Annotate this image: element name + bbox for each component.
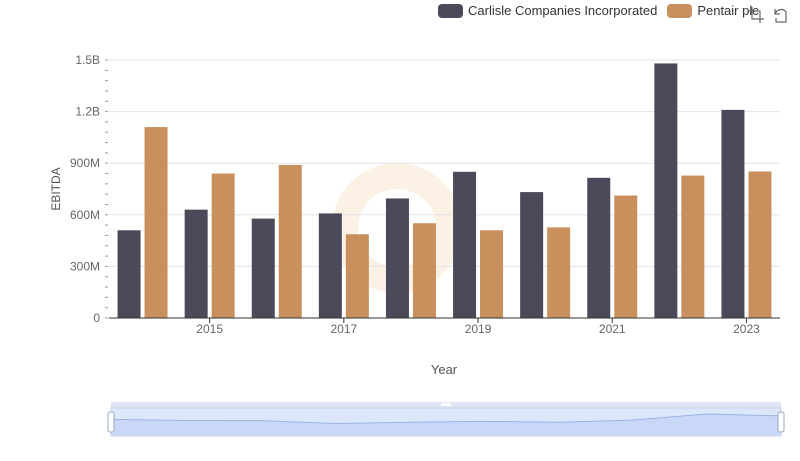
bar-carlisle-2018[interactable] — [385, 198, 409, 318]
chart-toolbox — [747, 6, 795, 24]
y-tick-label: 300M — [70, 259, 100, 273]
legend-swatch-pentair — [667, 3, 693, 18]
y-tick-label: 1.2B — [75, 105, 100, 119]
y-tick-label: 1.5B — [75, 53, 100, 67]
bar-carlisle-2014[interactable] — [117, 230, 141, 318]
bar-pentair-2018[interactable] — [412, 223, 436, 318]
bar-pentair-2023[interactable] — [748, 171, 772, 318]
bar-pentair-2020[interactable] — [547, 227, 571, 318]
x-tick-label: 2023 — [733, 322, 760, 336]
zoom-grip[interactable] — [441, 403, 451, 406]
data-zoom-slider[interactable] — [107, 402, 785, 437]
x-tick-label: 2019 — [465, 322, 492, 336]
bar-carlisle-2022[interactable] — [654, 63, 678, 318]
bar-carlisle-2015[interactable] — [184, 209, 208, 318]
bar-carlisle-2017[interactable] — [318, 213, 342, 318]
legend-swatch-carlisle — [438, 3, 463, 18]
y-tick-label: 600M — [70, 208, 100, 222]
zoom-handle-right[interactable] — [777, 411, 785, 433]
bar-pentair-2019[interactable] — [480, 230, 504, 318]
zoom-overview-area — [111, 414, 781, 436]
chart-legend: Carlisle Companies Incorporated Pentair … — [438, 3, 769, 18]
bar-carlisle-2016[interactable] — [251, 218, 275, 318]
legend-item-carlisle[interactable]: Carlisle Companies Incorporated — [438, 3, 657, 18]
y-tick-label: 900M — [70, 156, 100, 170]
bar-carlisle-2020[interactable] — [520, 192, 544, 318]
y-axis-title: EBITDA — [49, 167, 63, 210]
bars — [117, 63, 772, 318]
bar-carlisle-2021[interactable] — [587, 177, 611, 318]
zoom-handle-left[interactable] — [107, 411, 115, 433]
bar-pentair-2021[interactable] — [614, 195, 638, 318]
bar-carlisle-2019[interactable] — [453, 171, 477, 318]
x-tick-label: 2015 — [196, 322, 223, 336]
bar-pentair-2014[interactable] — [144, 127, 168, 318]
zoom-overview-line — [110, 413, 782, 425]
bar-pentair-2015[interactable] — [211, 173, 235, 318]
legend-item-pentair[interactable]: Pentair plc — [667, 3, 759, 18]
x-tick-label: 2021 — [599, 322, 626, 336]
legend-label-pentair: Pentair plc — [697, 3, 759, 18]
bar-pentair-2022[interactable] — [681, 175, 705, 318]
bar-pentair-2016[interactable] — [278, 164, 302, 318]
y-tick-label: 0 — [93, 311, 100, 325]
y-axis-ticks: 0 300M 600M 900M 1.2B 1.5B — [70, 53, 108, 325]
x-tick-label: 2017 — [330, 322, 357, 336]
data-zoom-icon[interactable] — [747, 6, 765, 24]
x-axis-title: Year — [431, 362, 458, 377]
restore-icon[interactable] — [771, 6, 789, 24]
x-axis: 2015 2017 2019 2021 2023 — [109, 317, 780, 336]
legend-label-carlisle: Carlisle Companies Incorporated — [468, 3, 658, 18]
bar-carlisle-2023[interactable] — [721, 109, 745, 318]
bar-pentair-2017[interactable] — [345, 234, 369, 318]
